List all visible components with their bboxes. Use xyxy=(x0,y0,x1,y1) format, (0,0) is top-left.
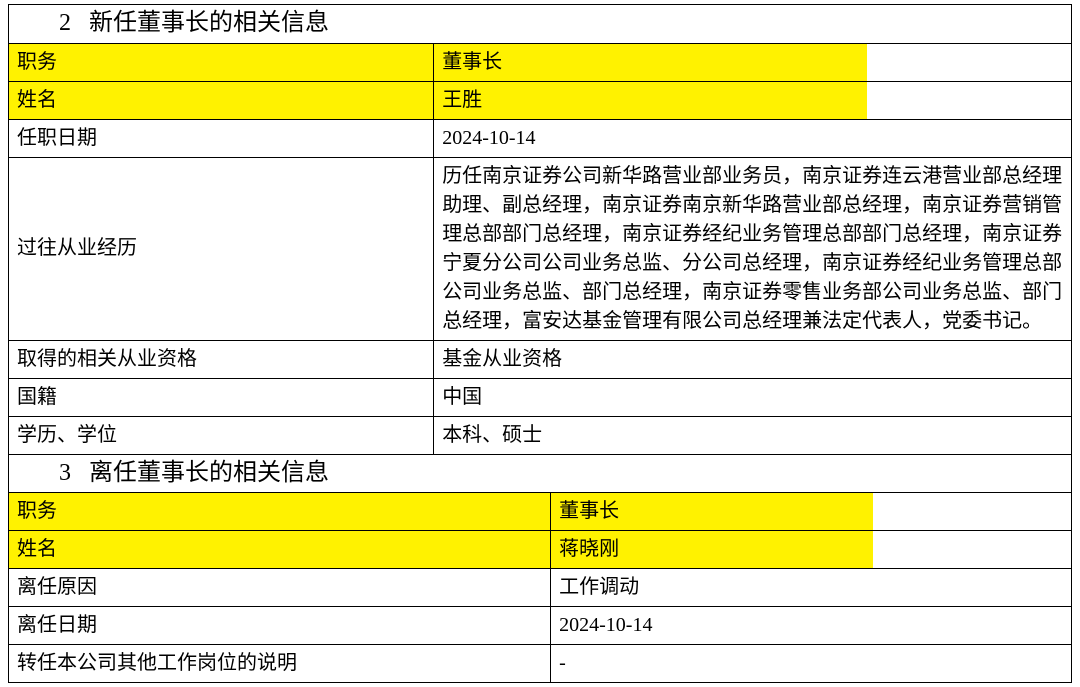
table-row: 学历、学位本科、硕士 xyxy=(9,416,1072,454)
section-heading-departing-chairman: 3 离任董事长的相关信息 xyxy=(8,455,1072,493)
row-label: 职务 xyxy=(9,493,551,531)
row-value: 董事长 xyxy=(434,43,1072,81)
table-row: 任职日期2024-10-14 xyxy=(9,119,1072,157)
row-value: 历任南京证券公司新华路营业部业务员，南京证券连云港营业部总经理助理、副总经理，南… xyxy=(434,157,1072,340)
section-title: 新任董事长的相关信息 xyxy=(89,10,329,36)
table-row: 取得的相关从业资格基金从业资格 xyxy=(9,340,1072,378)
section-number: 3 xyxy=(59,460,71,486)
row-label: 离任原因 xyxy=(9,569,551,607)
table-row: 职务董事长 xyxy=(9,493,1072,531)
row-value: 蒋晓刚 xyxy=(551,531,1072,569)
table-row: 离任日期2024-10-14 xyxy=(9,607,1072,645)
row-label: 取得的相关从业资格 xyxy=(9,340,434,378)
row-value: 本科、硕士 xyxy=(434,416,1072,454)
row-value: 董事长 xyxy=(551,493,1072,531)
row-label: 离任日期 xyxy=(9,607,551,645)
new-chairman-table: 职务董事长姓名王胜任职日期2024-10-14过往从业经历历任南京证券公司新华路… xyxy=(8,43,1072,455)
row-label: 职务 xyxy=(9,43,434,81)
section-title: 离任董事长的相关信息 xyxy=(89,460,329,486)
table-row: 职务董事长 xyxy=(9,43,1072,81)
section-heading-new-chairman: 2 新任董事长的相关信息 xyxy=(8,4,1072,43)
row-label: 姓名 xyxy=(9,81,434,119)
row-label: 任职日期 xyxy=(9,119,434,157)
row-label: 姓名 xyxy=(9,531,551,569)
table-row: 离任原因工作调动 xyxy=(9,569,1072,607)
row-value: 2024-10-14 xyxy=(551,607,1072,645)
row-value: 基金从业资格 xyxy=(434,340,1072,378)
row-label: 过往从业经历 xyxy=(9,157,434,340)
row-value: 2024-10-14 xyxy=(434,119,1072,157)
table-row: 转任本公司其他工作岗位的说明- xyxy=(9,645,1072,683)
table-row: 姓名王胜 xyxy=(9,81,1072,119)
row-value: 工作调动 xyxy=(551,569,1072,607)
table-row: 过往从业经历历任南京证券公司新华路营业部业务员，南京证券连云港营业部总经理助理、… xyxy=(9,157,1072,340)
section-number: 2 xyxy=(59,10,71,36)
row-label: 国籍 xyxy=(9,378,434,416)
departing-chairman-table: 职务董事长姓名蒋晓刚离任原因工作调动离任日期2024-10-14转任本公司其他工… xyxy=(8,492,1072,683)
row-value: - xyxy=(551,645,1072,683)
row-value: 中国 xyxy=(434,378,1072,416)
table-row: 国籍中国 xyxy=(9,378,1072,416)
row-label: 学历、学位 xyxy=(9,416,434,454)
row-label: 转任本公司其他工作岗位的说明 xyxy=(9,645,551,683)
row-value: 王胜 xyxy=(434,81,1072,119)
table-row: 姓名蒋晓刚 xyxy=(9,531,1072,569)
